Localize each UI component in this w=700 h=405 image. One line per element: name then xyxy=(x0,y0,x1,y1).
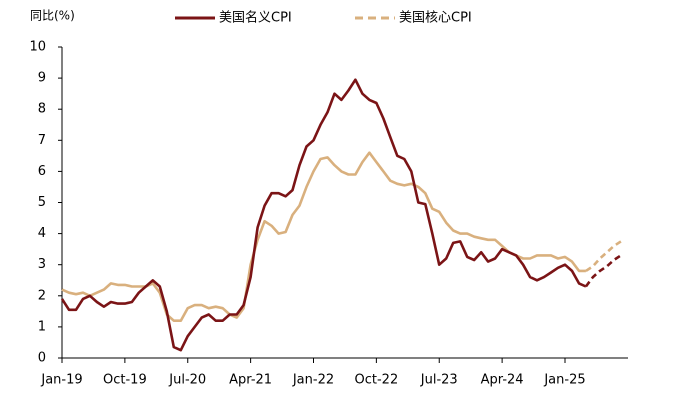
legend-label: 美国名义CPI xyxy=(219,10,292,26)
y-tick-label: 10 xyxy=(29,40,46,55)
y-tick-label: 2 xyxy=(38,288,46,303)
x-tick-label: Jan-25 xyxy=(543,373,585,388)
x-tick-label: Jan-22 xyxy=(292,373,334,388)
x-tick-label: Jan-19 xyxy=(40,373,82,388)
series-line xyxy=(61,151,586,322)
y-tick-label: 4 xyxy=(38,226,46,241)
y-axis-label: 同比(%) xyxy=(30,9,75,23)
y-tick-label: 6 xyxy=(38,164,46,179)
forecast-line xyxy=(584,254,622,288)
x-tick-label: Jul-20 xyxy=(168,373,206,388)
x-tick-label: Apr-21 xyxy=(229,373,272,388)
x-tick-label: Apr-24 xyxy=(481,373,524,388)
y-tick-label: 5 xyxy=(38,195,46,210)
forecast-line xyxy=(585,240,622,272)
x-tick-label: Oct-22 xyxy=(355,373,399,388)
legend-label: 美国核心CPI xyxy=(399,11,472,26)
series-line xyxy=(60,78,587,352)
y-tick-label: 8 xyxy=(38,102,46,117)
y-tick-label: 3 xyxy=(38,257,46,272)
x-tick-label: Jul-23 xyxy=(420,373,458,388)
y-tick-label: 0 xyxy=(38,351,46,366)
y-tick-label: 7 xyxy=(38,133,46,148)
x-tick-label: Oct-19 xyxy=(103,373,147,388)
y-tick-label: 1 xyxy=(38,319,46,334)
y-tick-label: 9 xyxy=(38,71,46,86)
